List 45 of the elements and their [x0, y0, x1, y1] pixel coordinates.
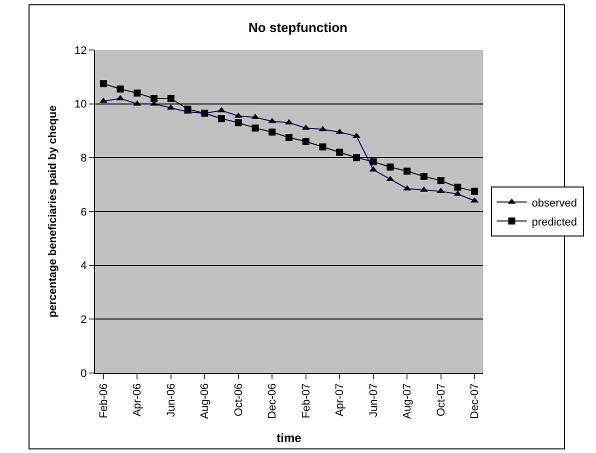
x-tick-label: Aug-06 — [199, 383, 212, 419]
point — [234, 119, 242, 126]
y-tick-label: 8 — [80, 152, 87, 165]
point — [167, 94, 174, 102]
point — [100, 80, 107, 88]
point — [218, 115, 226, 122]
y-tick-label: 10 — [74, 98, 87, 111]
point — [268, 128, 276, 136]
chart-title: No stepfunction — [248, 20, 348, 35]
y-tick-label: 6 — [80, 206, 87, 218]
x-tick-label: Apr-06 — [132, 383, 144, 416]
x-tick-label: Oct-07 — [435, 383, 448, 416]
point — [352, 154, 360, 162]
y-tick-label: 4 — [80, 260, 87, 272]
x-tick-label: Jun-06 — [165, 383, 178, 418]
x-tick-label: Jun-07 — [368, 383, 380, 418]
point — [116, 86, 124, 93]
point — [370, 158, 377, 166]
point — [302, 138, 310, 146]
x-tick-label: Dec-06 — [266, 383, 279, 419]
point — [252, 124, 259, 132]
x-tick-label: Dec-07 — [469, 383, 482, 419]
x-tick-label: Oct-06 — [232, 383, 245, 416]
point — [150, 94, 158, 102]
point — [336, 148, 344, 156]
y-tick-label: 0 — [80, 368, 87, 380]
x-tick-label: Feb-07 — [300, 383, 312, 418]
point — [386, 164, 394, 171]
legend-label: observed — [532, 197, 578, 210]
point — [319, 143, 326, 150]
point — [134, 90, 141, 97]
y-tick-label: 12 — [74, 44, 87, 57]
y-axis-title: percentage beneficiaries paid by cheque — [47, 105, 60, 318]
point — [286, 134, 292, 141]
point — [471, 188, 478, 195]
x-axis-title: time — [276, 430, 302, 445]
x-tick-label: Apr-07 — [334, 383, 346, 416]
point — [437, 177, 444, 184]
x-tick-label: Feb-06 — [98, 383, 110, 418]
point — [454, 184, 462, 191]
x-tick-label: Aug-07 — [402, 383, 414, 419]
point — [404, 168, 411, 175]
point — [420, 173, 428, 180]
legend-label: predicted — [532, 216, 578, 228]
y-tick-label: 2 — [80, 314, 87, 326]
